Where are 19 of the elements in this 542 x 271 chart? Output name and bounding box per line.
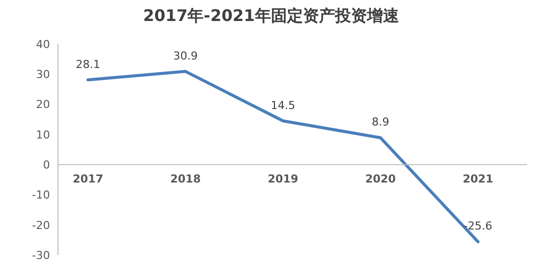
x-tick-label: 2019 [268, 172, 298, 186]
y-tick-label: -30 [32, 248, 50, 262]
x-tick-label: 2020 [365, 172, 396, 186]
x-tick-label: 2018 [170, 172, 201, 186]
x-tick-label: 2017 [72, 172, 104, 186]
y-tick-label: 10 [36, 128, 50, 142]
data-label: -25.6 [464, 220, 492, 233]
data-label: 8.9 [372, 116, 390, 129]
y-tick-label: -20 [32, 218, 50, 232]
y-tick-label: 40 [36, 38, 50, 51]
data-label: 14.5 [270, 98, 296, 112]
y-tick-label: 30 [36, 68, 50, 82]
x-tick-label: 2021 [462, 172, 494, 186]
y-tick-label: 20 [36, 98, 50, 112]
data-label: 28.1 [76, 58, 100, 71]
chart-title: 2017年-2021年固定资产投资增速 [142, 6, 400, 27]
y-tick-label: 0 [43, 158, 50, 172]
data-label: 30.9 [173, 49, 198, 62]
y-tick-label: -10 [32, 188, 50, 202]
